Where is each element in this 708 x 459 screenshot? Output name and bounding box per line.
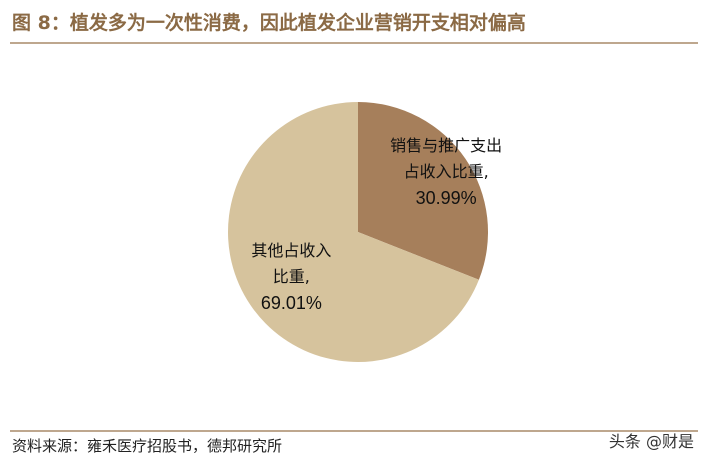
- slice-label: 其他占收入比重, 69.01%: [245, 238, 337, 316]
- category-label: 其他占收入比重,: [251, 241, 332, 287]
- title: 图 8：植发多为一次性消费，因此植发企业营销开支相对偏高: [12, 12, 526, 34]
- pie-slice: [358, 102, 489, 280]
- watermark: 头条 @财是: [608, 432, 694, 451]
- value-label: 69.01%: [260, 293, 322, 314]
- category-label: 销售与推广支出占收入比重,: [390, 136, 503, 182]
- value-label: 30.99%: [415, 188, 477, 209]
- source: 资料来源：雍禾医疗招股书，德邦研究所: [12, 437, 283, 455]
- slice-label: 销售与推广支出占收入比重, 30.99%: [390, 133, 502, 211]
- pie-slice: [228, 102, 479, 362]
